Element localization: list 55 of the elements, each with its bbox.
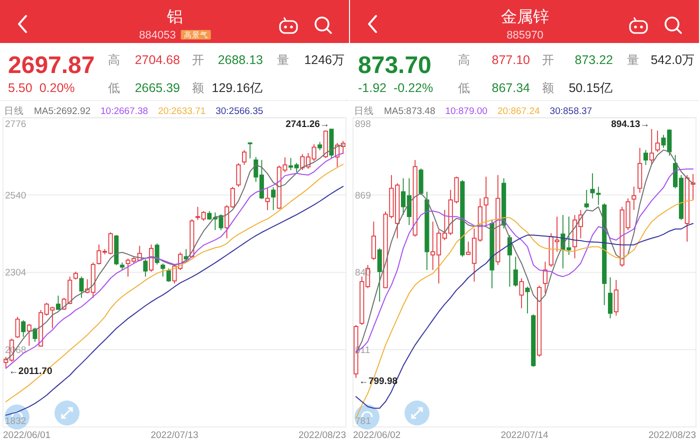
text: -1.92 bbox=[358, 81, 387, 95]
y-tick-label: 898 bbox=[355, 119, 371, 130]
text: 额 bbox=[192, 81, 204, 95]
text: 10:2667.38 bbox=[100, 106, 148, 117]
text: 高 bbox=[108, 53, 120, 67]
chart-subtitle: 885970 bbox=[506, 30, 544, 42]
text: 量 bbox=[627, 53, 639, 67]
text: 873.70 bbox=[358, 52, 432, 79]
text: 2022/06/02 bbox=[353, 430, 401, 441]
y-tick-label: 1832 bbox=[5, 416, 26, 427]
text: MA5:2692.92 bbox=[34, 106, 91, 117]
text: 高 bbox=[458, 53, 470, 67]
y-tick-label: 2776 bbox=[5, 119, 26, 130]
text: 2665.39 bbox=[134, 81, 180, 95]
text: 867.34 bbox=[492, 81, 530, 95]
y-tick-label: 2540 bbox=[5, 190, 26, 202]
text: 873.22 bbox=[574, 53, 614, 67]
text: 2688.13 bbox=[218, 53, 264, 67]
text: 低 bbox=[458, 81, 470, 95]
text: 低 bbox=[108, 81, 120, 95]
text: 2022/08/23 bbox=[648, 430, 696, 441]
text: 额 bbox=[542, 81, 554, 95]
chart-subtitle: 884053 bbox=[139, 30, 176, 42]
text: MA5:873.48 bbox=[384, 106, 436, 117]
text: 10:879.00 bbox=[445, 106, 488, 117]
text: 量 bbox=[277, 53, 289, 67]
text: 2022/08/23 bbox=[298, 430, 346, 441]
text: 20:2633.71 bbox=[158, 106, 206, 117]
chart-title: 金属锌 bbox=[501, 8, 549, 26]
text: 542.0万 bbox=[650, 53, 695, 67]
text: 30:858.37 bbox=[550, 106, 592, 117]
text: 50.15亿 bbox=[568, 81, 613, 95]
text: 1246万 bbox=[304, 53, 345, 67]
text: 2704.68 bbox=[134, 53, 180, 67]
text: 2697.87 bbox=[8, 52, 95, 79]
annotation: 2741.26→ bbox=[286, 119, 330, 130]
text: 129.16亿 bbox=[212, 81, 263, 95]
y-tick-label: 781 bbox=[355, 416, 371, 427]
text: 20:867.24 bbox=[498, 106, 540, 117]
text: 877.10 bbox=[492, 53, 530, 67]
legend-title: 日线 bbox=[354, 105, 374, 117]
annotation: 894.13→ bbox=[611, 118, 650, 130]
text: 2022/07/13 bbox=[150, 430, 198, 441]
legend-title: 日线 bbox=[4, 105, 24, 117]
text: 2022/07/14 bbox=[500, 430, 548, 441]
text: 开 bbox=[542, 53, 554, 67]
text: -0.22% bbox=[394, 81, 434, 95]
text: 5.50 bbox=[8, 81, 32, 95]
y-tick-label: 2304 bbox=[5, 268, 26, 279]
text: 2022/06/01 bbox=[3, 430, 51, 441]
y-tick-label: 869 bbox=[355, 190, 371, 202]
text: 开 bbox=[192, 53, 204, 67]
text: 0.20% bbox=[39, 81, 75, 95]
chart-title: 铝 bbox=[166, 9, 183, 26]
text: 30:2566.35 bbox=[216, 106, 264, 117]
